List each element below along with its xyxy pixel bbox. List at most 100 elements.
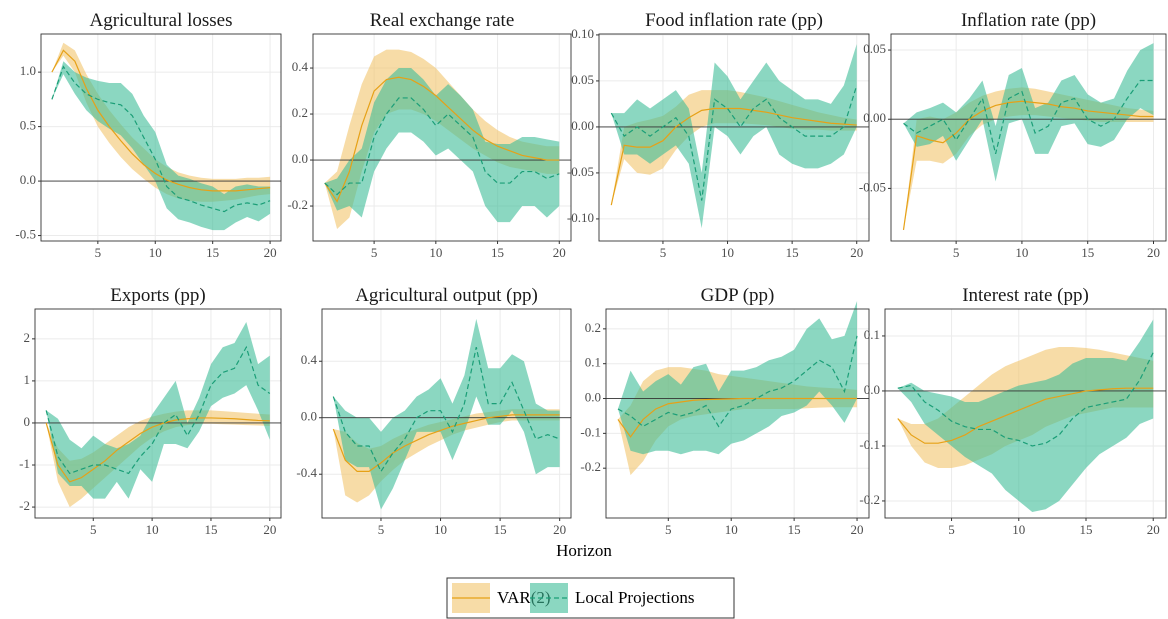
- confidence-band: [617, 300, 858, 455]
- x-tick-label: 15: [204, 522, 217, 537]
- confidence-band: [611, 44, 857, 229]
- y-tick-label: 0.0: [292, 151, 308, 166]
- x-tick-label: 15: [1080, 522, 1093, 537]
- legend: [446, 577, 735, 619]
- y-tick-label: 0.4: [292, 59, 309, 74]
- x-tick-label: 10: [146, 522, 159, 537]
- y-tick-label: 0.00: [863, 110, 886, 125]
- line: [897, 387, 1154, 444]
- x-tick-label: 10: [149, 245, 162, 260]
- panel-title: Food inflation rate (pp): [645, 10, 823, 31]
- y-tick-label: 0.05: [571, 72, 594, 87]
- line: [332, 347, 560, 473]
- confidence-band: [46, 322, 270, 499]
- x-tick-label: 20: [553, 245, 566, 260]
- y-tick-label: -0.5: [15, 227, 36, 242]
- x-tick-label: 5: [95, 245, 102, 260]
- plot-border: [40, 33, 282, 242]
- x-tick-label: 5: [90, 522, 97, 537]
- line: [903, 79, 1154, 154]
- y-tick-label: -0.2: [580, 459, 601, 474]
- x-tick-label: 20: [264, 245, 277, 260]
- plot-border: [321, 308, 572, 519]
- line: [897, 352, 1154, 447]
- x-tick-label: 20: [1147, 522, 1160, 537]
- x-tick-label: 20: [850, 245, 863, 260]
- y-tick-label: 0.10: [571, 26, 594, 41]
- x-tick-label: 10: [429, 245, 442, 260]
- confidence-band: [903, 43, 1154, 182]
- y-tick-label: 1.0: [20, 63, 36, 78]
- x-tick-label: 5: [948, 522, 955, 537]
- x-tick-label: 20: [851, 522, 864, 537]
- panel-title: Real exchange rate: [370, 10, 515, 31]
- x-tick-label: 15: [786, 245, 799, 260]
- y-tick-label: -0.05: [859, 179, 886, 194]
- line: [51, 65, 271, 213]
- x-tick-label: 10: [1012, 522, 1025, 537]
- line: [324, 97, 560, 196]
- confidence-band: [51, 61, 271, 231]
- y-tick-label: 0.2: [585, 320, 601, 335]
- panel-title: Exports (pp): [110, 285, 206, 306]
- x-tick-label: 20: [553, 522, 566, 537]
- x-tick-label: 10: [725, 522, 738, 537]
- y-tick-label: -0.05: [567, 164, 594, 179]
- x-tick-label: 5: [665, 522, 672, 537]
- x-tick-label: 15: [494, 522, 507, 537]
- panel-title: GDP (pp): [701, 285, 775, 306]
- line: [324, 76, 560, 203]
- x-tick-label: 10: [434, 522, 447, 537]
- y-tick-label: 0.2: [292, 105, 308, 120]
- y-tick-label: -0.1: [859, 437, 880, 452]
- panel-title: Inflation rate (pp): [961, 10, 1096, 31]
- x-tick-label: 20: [263, 522, 276, 537]
- line: [45, 417, 270, 483]
- y-tick-label: -0.2: [287, 197, 308, 212]
- x-tick-label: 15: [1081, 245, 1094, 260]
- y-tick-label: -0.2: [859, 492, 880, 507]
- x-tick-label: 20: [1147, 245, 1160, 260]
- y-tick-label: 0.0: [585, 390, 601, 405]
- plot-border: [890, 33, 1167, 242]
- y-tick-label: 2: [24, 330, 31, 345]
- x-tick-label: 5: [371, 245, 378, 260]
- panel-title: Interest rate (pp): [962, 285, 1089, 306]
- y-tick-label: 1: [24, 372, 31, 387]
- y-tick-label: -0.4: [296, 465, 317, 480]
- confidence-band: [897, 319, 1154, 512]
- y-tick-label: 0.1: [585, 355, 601, 370]
- plot-border: [312, 33, 572, 242]
- x-tick-label: 5: [378, 522, 385, 537]
- y-tick-label: -2: [19, 498, 30, 513]
- line: [45, 345, 271, 475]
- y-tick-label: -0.10: [567, 210, 594, 225]
- plot-border: [34, 308, 282, 519]
- line: [617, 335, 858, 428]
- x-tick-label: 5: [953, 245, 960, 260]
- y-tick-label: 0: [24, 414, 31, 429]
- y-tick-label: 0.1: [864, 327, 880, 342]
- y-tick-label: 0.0: [20, 172, 36, 187]
- legend-label: Local Projections: [575, 588, 694, 607]
- plot-border: [884, 308, 1167, 519]
- x-tick-label: 15: [788, 522, 801, 537]
- line: [51, 49, 271, 192]
- line: [617, 397, 858, 438]
- y-tick-label: 0.0: [301, 409, 317, 424]
- x-axis-label: Horizon: [556, 541, 612, 560]
- panel-title: Agricultural output (pp): [355, 285, 538, 306]
- line: [610, 85, 858, 201]
- x-tick-label: 15: [491, 245, 504, 260]
- y-tick-label: 0.5: [20, 118, 36, 133]
- confidence-band: [333, 318, 560, 510]
- x-tick-label: 15: [206, 245, 219, 260]
- line: [332, 414, 560, 472]
- plot-border: [605, 308, 870, 519]
- x-tick-label: 5: [660, 245, 667, 260]
- panel-title: Agricultural losses: [89, 10, 232, 31]
- y-tick-label: 0.05: [863, 41, 886, 56]
- plot-border: [598, 33, 870, 242]
- y-tick-label: 0.0: [864, 382, 880, 397]
